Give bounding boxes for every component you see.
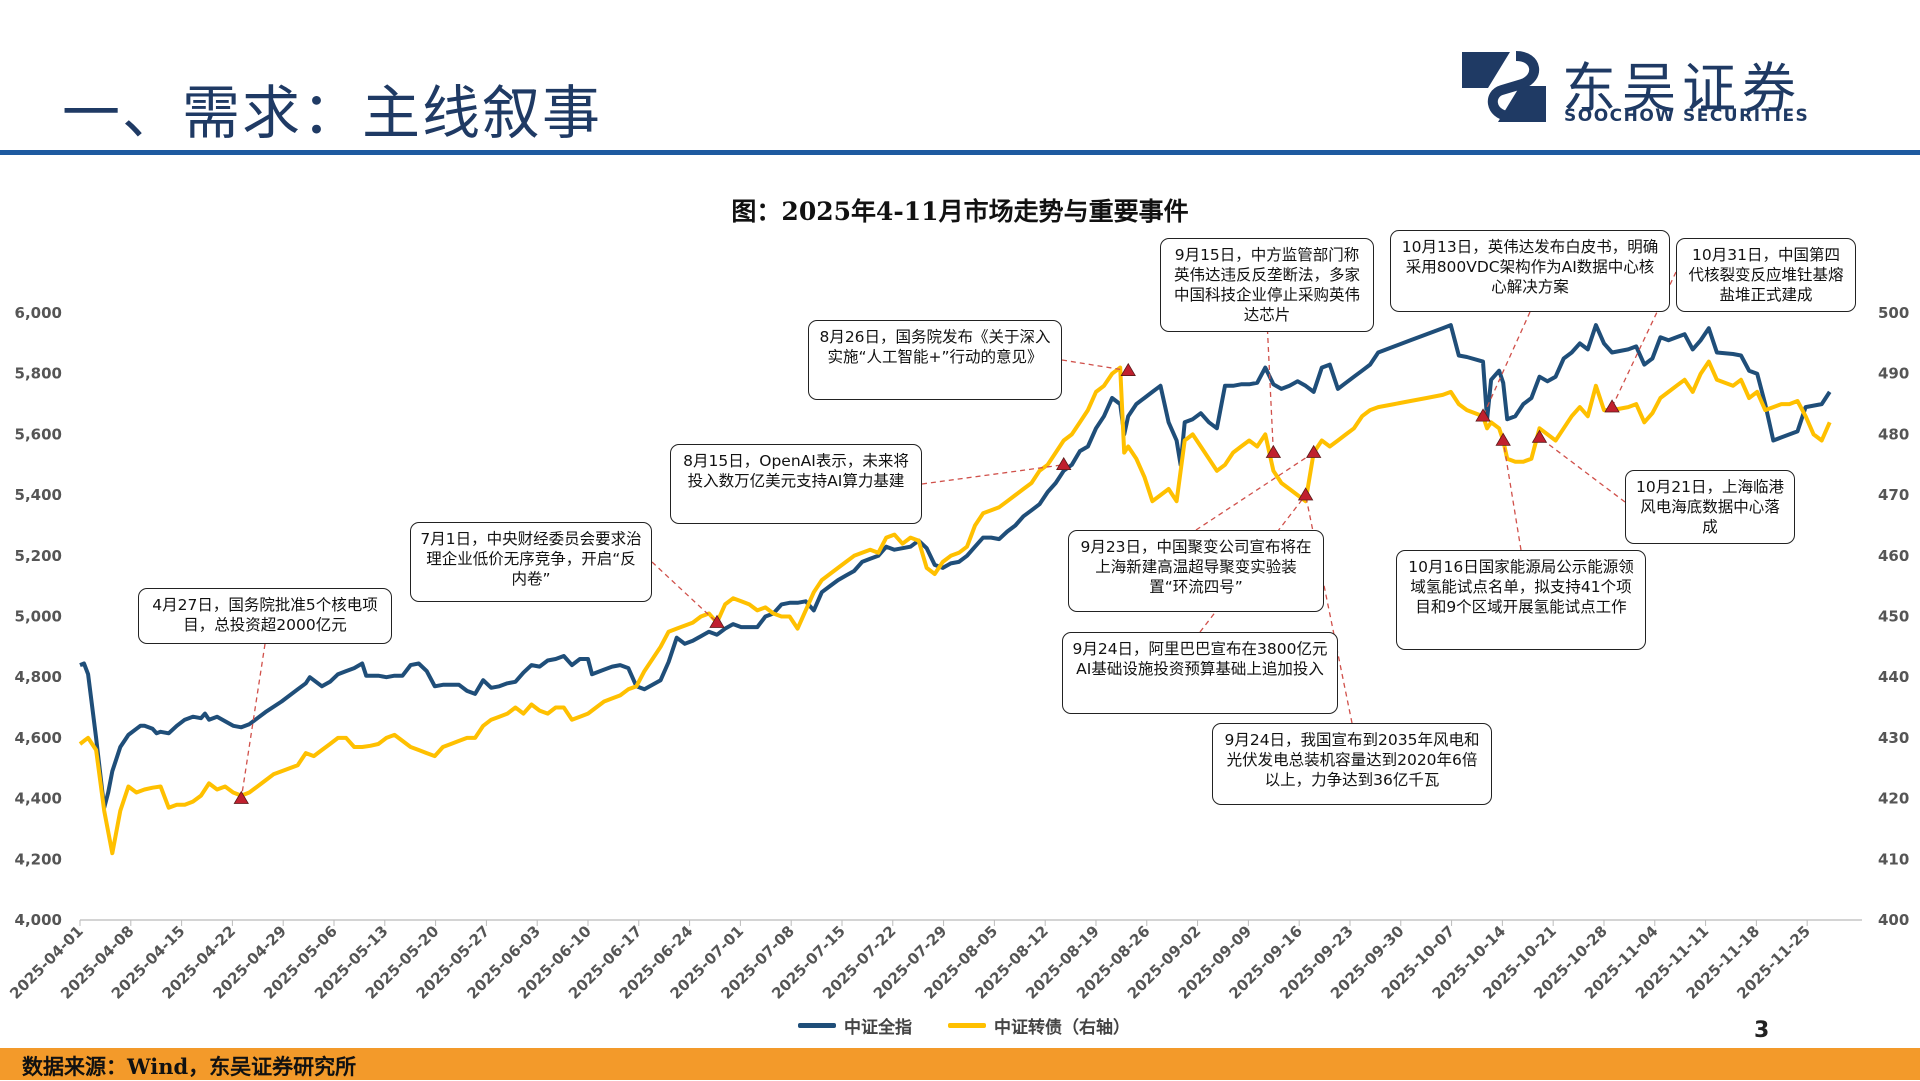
company-logo: 东吴证券 SOOCHOW SECURITIES	[1458, 44, 1818, 128]
event-marker	[1531, 429, 1548, 443]
y-right-tick-label: 470	[1878, 486, 1909, 504]
y-left-tick-label: 5,000	[15, 608, 62, 626]
y-right-tick-label: 490	[1878, 365, 1909, 383]
callout-leader-line	[921, 464, 1064, 485]
series-line-csi-all	[79, 323, 1832, 810]
y-right-tick-label: 410	[1878, 850, 1909, 868]
y-left-tick-label: 4,000	[15, 911, 62, 929]
y-right-tick-label: 450	[1878, 608, 1909, 626]
event-marker	[1604, 399, 1620, 413]
data-source: 数据来源：Wind，东吴证券研究所	[22, 1054, 357, 1079]
y-right-tick-label: 500	[1878, 304, 1909, 322]
y-left-tick-label: 5,400	[15, 486, 62, 504]
event-callout: 8月26日，国务院发布《关于深入实施“人工智能+”行动的意见》	[808, 320, 1062, 400]
event-callout: 10月31日，中国第四代核裂变反应堆钍基熔盐堆正式建成	[1676, 238, 1856, 312]
event-marker	[1495, 432, 1511, 446]
logo-name-cn: 东吴证券	[1562, 57, 1802, 120]
event-callout: 9月24日，阿里巴巴宣布在3800亿元AI基础设施投资预算基础上追加投入	[1062, 632, 1338, 714]
y-left-tick-label: 5,800	[15, 365, 62, 383]
event-marker	[233, 790, 249, 804]
chart-legend: 中证全指 中证转债（右轴）	[798, 1013, 1130, 1038]
callout-leader-line	[1502, 440, 1522, 551]
event-marker	[1475, 408, 1491, 422]
y-left-tick-label: 4,400	[15, 790, 62, 808]
event-callout: 10月16日国家能源局公示能源领域氢能试点名单，拟支持41个项目和9个区域开展氢…	[1396, 550, 1646, 650]
y-left-tick-label: 4,800	[15, 668, 62, 686]
legend-label-cb: 中证转债（右轴）	[994, 1018, 1130, 1038]
y-right-tick-label: 440	[1878, 668, 1909, 686]
y-left-tick-label: 5,600	[15, 425, 62, 443]
logo-name-en: SOOCHOW SECURITIES	[1564, 106, 1810, 126]
y-left-tick-label: 5,200	[15, 547, 62, 565]
callout-leader-line	[651, 561, 718, 624]
series-line-convertible	[78, 359, 1832, 856]
legend-label-csi-all: 中证全指	[844, 1018, 912, 1038]
y-right-tick-label: 420	[1878, 790, 1909, 808]
callout-leader-line	[240, 643, 266, 799]
event-marker	[1305, 444, 1322, 458]
y-left-tick-label: 4,200	[15, 850, 62, 868]
callout-leader-line	[1195, 452, 1315, 531]
legend-swatch-gold	[948, 1023, 986, 1028]
event-callout: 9月23日，中国聚变公司宣布将在上海新建高温超导聚变实验装置“环流四号”	[1068, 530, 1324, 612]
y-right-tick-label: 460	[1878, 547, 1909, 565]
header-rule	[0, 150, 1920, 155]
event-callout: 8月15日，OpenAI表示，未来将投入数万亿美元支持AI算力基建	[670, 444, 922, 524]
y-right-tick-label: 400	[1878, 911, 1909, 929]
event-marker	[1056, 456, 1072, 471]
event-callout: 7月1日，中央财经委员会要求治理企业低价无序竞争，开启“反内卷”	[410, 522, 652, 602]
callout-leader-line	[1482, 311, 1531, 417]
legend-swatch-blue	[798, 1023, 836, 1028]
callout-leader-line	[1539, 436, 1626, 503]
y-right-tick-label: 430	[1878, 729, 1909, 747]
slide-title: 一、需求：主线叙事	[62, 79, 603, 147]
y-left-tick-label: 6,000	[15, 304, 62, 322]
market-chart: 4,000 4,200 4,400 4,600 4,800 5,000 5,200 5,400…	[6, 271, 1909, 1003]
callout-leader-line	[1061, 359, 1129, 372]
legend-item-cb: 中证转债（右轴）	[948, 1013, 1130, 1038]
callout-leader-line	[1266, 319, 1275, 453]
event-marker	[1265, 444, 1282, 458]
callout-leader-line	[1611, 271, 1677, 408]
footer-bar: 数据来源：Wind，东吴证券研究所	[0, 1048, 1920, 1080]
y-right-tick-label: 480	[1878, 425, 1909, 443]
legend-item-csi-all: 中证全指	[798, 1013, 912, 1038]
logo-mark-icon	[1462, 51, 1546, 122]
chart-title: 图：2025年4-11月市场走势与重要事件	[731, 197, 1189, 226]
event-marker	[709, 614, 725, 628]
event-callout: 9月15日，中方监管部门称英伟达违反反垄断法，多家中国科技企业停止采购英伟达芯片	[1160, 238, 1374, 332]
event-marker	[1297, 487, 1314, 501]
event-callout: 10月21日，上海临港风电海底数据中心落成	[1625, 470, 1795, 544]
page-number: 3	[1754, 1018, 1770, 1043]
y-left-tick-label: 4,600	[15, 729, 62, 747]
event-marker	[1120, 362, 1136, 376]
event-callout: 10月13日，英伟达发布白皮书，明确采用800VDC架构作为AI数据中心核心解决…	[1390, 230, 1670, 312]
event-callout: 9月24日，我国宣布到2035年风电和光伏发电总装机容量达到2020年6倍以上，…	[1212, 723, 1492, 805]
event-callout: 4月27日，国务院批准5个核电项目，总投资超2000亿元	[138, 588, 392, 644]
